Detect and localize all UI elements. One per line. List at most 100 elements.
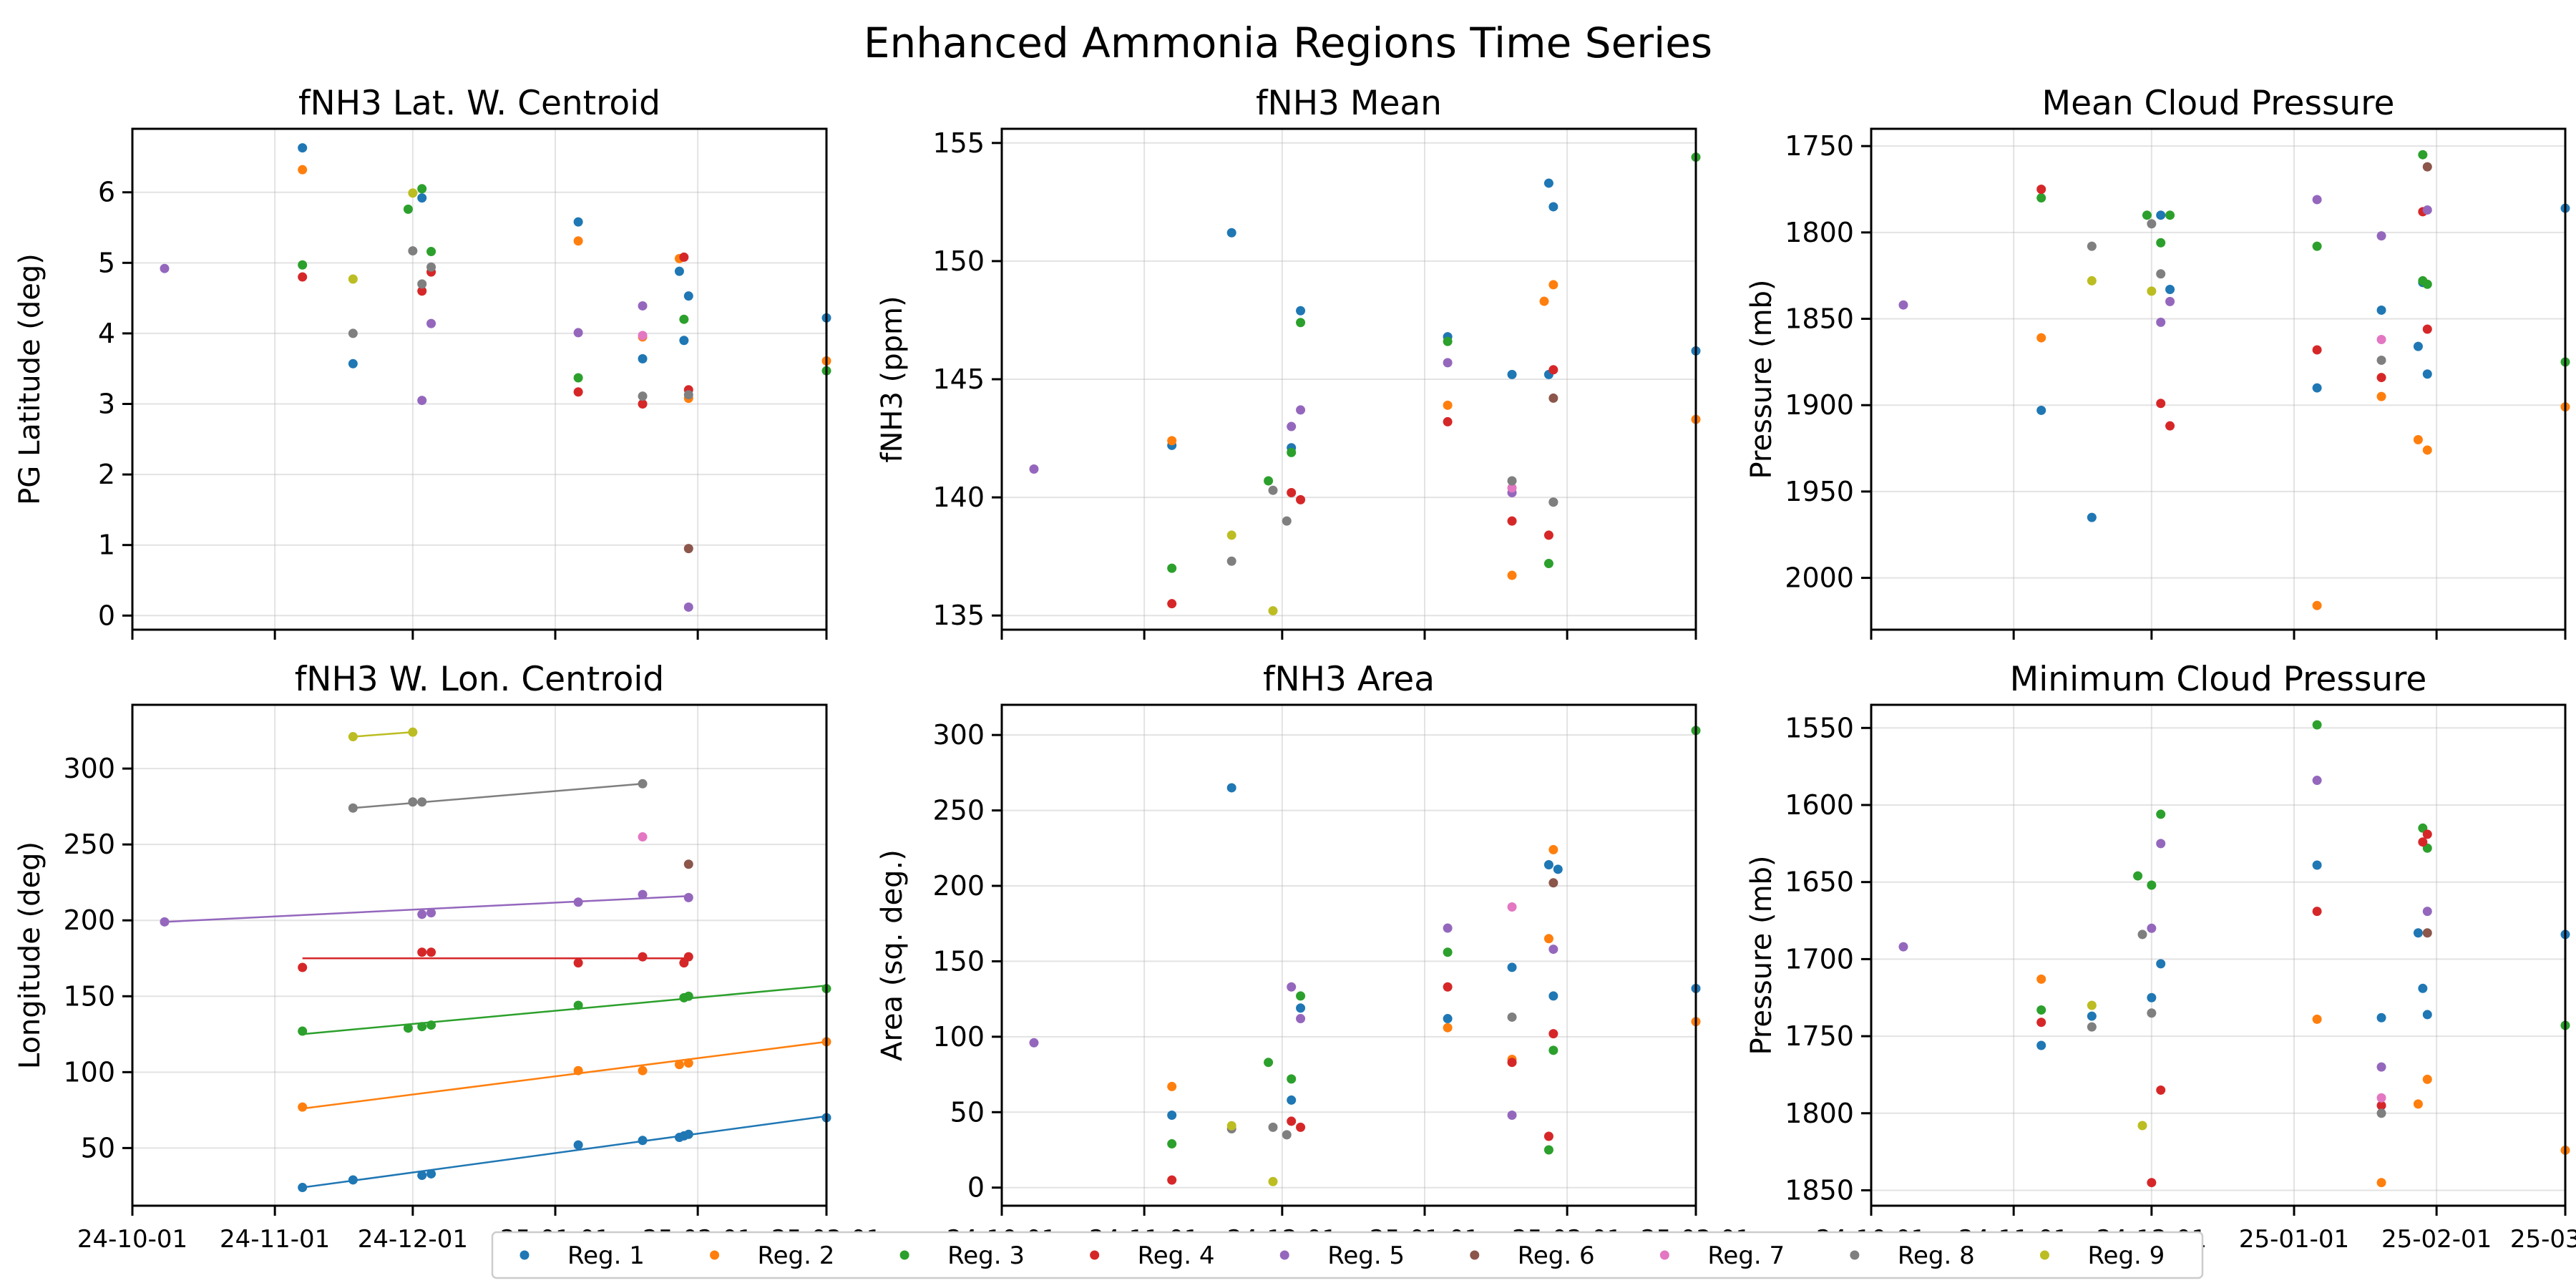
point-reg1 — [2413, 341, 2423, 351]
point-reg3 — [1264, 476, 1274, 486]
y-tick-label: 3 — [98, 389, 115, 420]
legend-item-reg1: Reg. 1 — [519, 1241, 645, 1270]
point-reg4 — [298, 962, 308, 972]
point-reg4 — [298, 272, 308, 282]
plot-frame — [1000, 127, 1697, 631]
panel-6: 24-10-0124-11-0124-12-0125-01-0125-02-01… — [1745, 660, 2576, 1254]
point-reg3 — [298, 1026, 308, 1036]
point-reg4 — [679, 252, 689, 262]
panel-title: Mean Cloud Pressure — [2042, 84, 2395, 123]
point-reg5 — [2165, 296, 2175, 306]
point-reg1 — [2376, 1013, 2386, 1023]
y-tick-label: 100 — [932, 1021, 985, 1053]
point-reg1 — [1296, 306, 1306, 316]
point-reg1 — [1553, 864, 1563, 874]
y-tick-label: 4 — [98, 318, 115, 349]
point-reg1 — [573, 217, 583, 227]
point-reg5 — [417, 909, 427, 919]
point-reg9 — [408, 727, 418, 737]
point-reg5 — [1296, 1014, 1306, 1024]
point-reg1 — [1443, 1014, 1453, 1024]
figure-title: Enhanced Ammonia Regions Time Series — [864, 19, 1712, 67]
point-reg7 — [2376, 334, 2386, 344]
point-reg4 — [2376, 1101, 2386, 1111]
point-reg3 — [1287, 447, 1297, 457]
point-reg8 — [2376, 355, 2386, 365]
point-reg4 — [1296, 1122, 1306, 1132]
point-reg2 — [573, 1065, 583, 1075]
fit-line-reg5 — [164, 895, 689, 923]
x-tick-label: 25-03-01 — [2510, 1225, 2576, 1254]
point-reg5 — [2312, 195, 2322, 205]
plot-frame — [131, 703, 828, 1207]
panel-title: fNH3 Area — [1263, 660, 1435, 699]
point-reg9 — [1226, 530, 1236, 540]
point-reg9 — [2137, 1121, 2147, 1131]
point-reg5 — [638, 889, 648, 899]
panel-title: Minimum Cloud Pressure — [2010, 660, 2427, 699]
y-tick-label: 1850 — [1785, 1174, 1854, 1206]
point-reg2 — [1443, 400, 1453, 410]
point-reg5 — [2376, 1062, 2386, 1072]
plot-frame — [1000, 703, 1697, 1207]
point-reg1 — [2422, 369, 2432, 379]
point-reg5 — [1898, 300, 1908, 310]
y-tick-label: 2 — [98, 459, 115, 490]
point-reg4 — [2147, 1178, 2157, 1188]
point-reg4 — [1287, 1116, 1297, 1126]
point-reg7 — [638, 331, 648, 341]
point-reg1 — [638, 353, 648, 364]
point-reg8 — [638, 779, 648, 789]
legend-marker — [1279, 1250, 1289, 1260]
legend: Reg. 1 Reg. 2 Reg. 3 Reg. 4 Reg. 5 Reg. 6 Reg.… — [491, 1231, 2204, 1279]
point-reg1 — [417, 1171, 427, 1181]
point-reg1 — [2312, 383, 2322, 393]
point-reg5 — [1507, 1110, 1517, 1120]
point-reg2 — [1543, 934, 1553, 944]
legend-label: Reg. 4 — [1138, 1241, 1215, 1270]
y-tick-label: 2000 — [1785, 562, 1854, 594]
point-reg4 — [638, 952, 648, 962]
point-reg8 — [683, 390, 693, 400]
point-reg1 — [2376, 305, 2386, 315]
point-reg2 — [2422, 1074, 2432, 1084]
legend-label: Reg. 6 — [1518, 1241, 1595, 1270]
y-tick-label: 300 — [932, 719, 985, 751]
point-reg8 — [2376, 1108, 2386, 1118]
point-reg2 — [674, 1060, 684, 1070]
point-reg8 — [348, 803, 358, 813]
point-reg8 — [2156, 269, 2166, 279]
point-reg5 — [160, 263, 170, 273]
point-reg5 — [1029, 1038, 1039, 1048]
point-reg2 — [2413, 1099, 2423, 1109]
plot-frame — [131, 127, 828, 631]
point-reg4 — [1543, 1131, 1553, 1141]
y-tick-label: 0 — [967, 1172, 985, 1204]
point-reg1 — [2156, 959, 2166, 969]
point-reg1 — [1548, 991, 1558, 1001]
point-reg3 — [2147, 880, 2157, 890]
point-reg3 — [2312, 720, 2322, 730]
point-reg6 — [1548, 878, 1558, 888]
point-reg5 — [426, 318, 436, 328]
legend-item-reg9: Reg. 9 — [2039, 1241, 2165, 1270]
legend-marker — [519, 1250, 530, 1260]
point-reg9 — [408, 188, 418, 198]
legend-item-reg6: Reg. 6 — [1470, 1241, 1595, 1270]
point-reg4 — [2376, 373, 2386, 383]
point-reg2 — [2312, 1014, 2322, 1024]
point-reg3 — [2142, 210, 2152, 220]
point-reg6 — [683, 859, 693, 869]
point-reg1 — [2413, 928, 2423, 938]
point-reg8 — [2087, 241, 2097, 251]
y-tick-label: 1 — [98, 530, 115, 561]
point-reg4 — [1443, 416, 1453, 426]
point-reg4 — [2422, 324, 2432, 334]
legend-label: Reg. 8 — [1898, 1241, 1975, 1270]
fit-line-reg8 — [353, 783, 643, 809]
point-reg8 — [1226, 556, 1236, 566]
legend-item-reg7: Reg. 7 — [1659, 1241, 1785, 1270]
y-tick-label: 1950 — [1785, 476, 1854, 507]
point-reg2 — [2036, 333, 2046, 343]
legend-label: Reg. 9 — [2087, 1241, 2165, 1270]
